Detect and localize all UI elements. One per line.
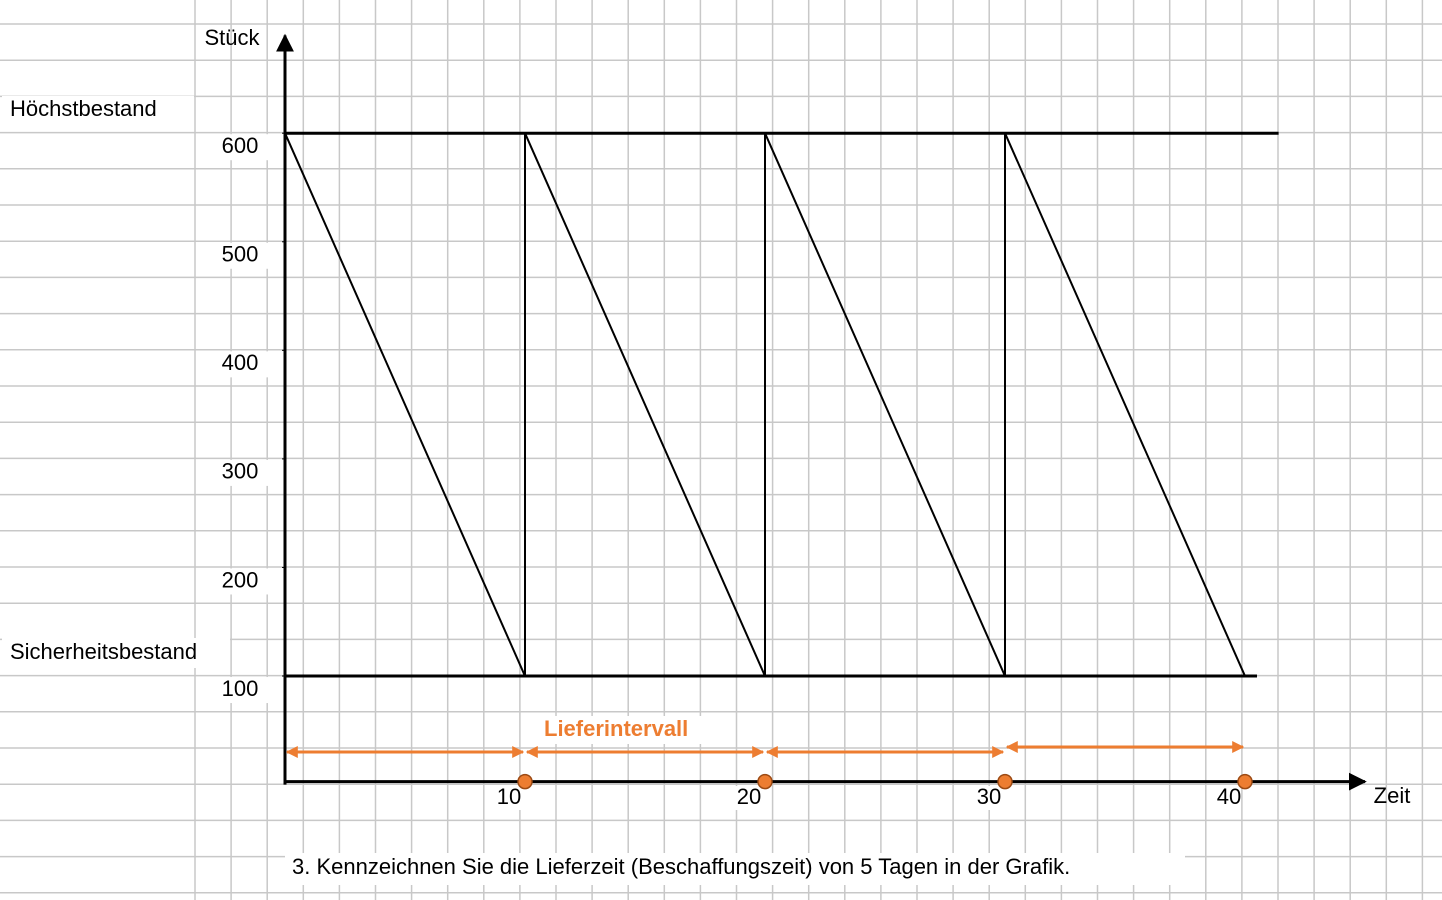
y-tick-label-bg (200, 568, 280, 595)
x-tick-label: 40 (1217, 784, 1241, 809)
y-tick-label-bg (200, 459, 280, 486)
y-tick-label-bg (200, 242, 280, 269)
x-tick-dot (997, 773, 1013, 790)
y-tick-label: 300 (222, 459, 259, 484)
stock-line (284, 132, 1246, 677)
footnote: 3. Kennzeichnen Sie die Lieferzeit (Besc… (292, 854, 1070, 879)
x-tick-dot (517, 773, 533, 790)
label-cell-bg (2, 96, 194, 126)
x-axis-label: Zeit (1374, 783, 1411, 808)
interval-label: Lieferintervall (544, 716, 688, 741)
y-tick-label: 200 (222, 567, 259, 592)
y-axis-label: Stück (204, 25, 260, 50)
label-cell-bg (2, 638, 230, 668)
x-tick-label: 30 (977, 784, 1001, 809)
y-tick-label: 400 (222, 350, 259, 375)
y-tick-label: 600 (222, 133, 259, 158)
y-tick-label-bg (200, 677, 280, 704)
interval-label-bg (540, 716, 710, 744)
x-tick-label-bg (967, 786, 1001, 810)
x-tick-label-bg (487, 786, 521, 810)
x-tick-label: 20 (737, 784, 761, 809)
x-tick-label-bg (1207, 786, 1241, 810)
reference-label: Höchstbestand (10, 96, 157, 121)
x-tick-dot (1237, 773, 1253, 790)
x-tick-dot (757, 773, 773, 790)
reference-label: Sicherheitsbestand (10, 639, 197, 664)
footnote-bg (285, 853, 1185, 885)
y-tick-label: 500 (222, 242, 259, 267)
x-tick-label-bg (727, 786, 761, 810)
x-tick-label: 10 (497, 784, 521, 809)
y-tick-label-bg (200, 351, 280, 378)
y-tick-label: 100 (222, 676, 259, 701)
y-tick-label-bg (200, 134, 280, 161)
